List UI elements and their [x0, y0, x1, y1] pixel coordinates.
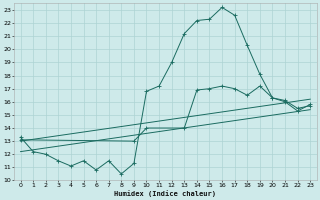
- X-axis label: Humidex (Indice chaleur): Humidex (Indice chaleur): [114, 190, 216, 197]
